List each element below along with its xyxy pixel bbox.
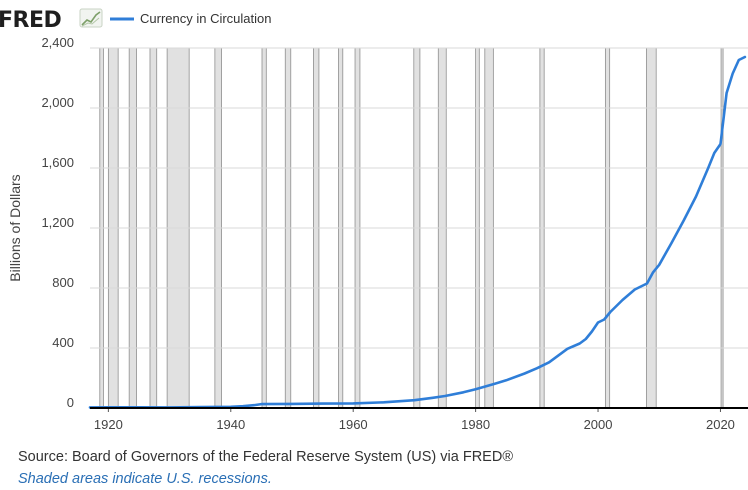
fred-graph-icon xyxy=(79,8,103,28)
x-tick-label-1940: 1940 xyxy=(216,417,245,432)
series-layer xyxy=(88,55,747,409)
x-tick-label-1960: 1960 xyxy=(339,417,368,432)
y-axis-ticks: 0 400 800 1,200 1,600 2,000 2,400 xyxy=(41,35,74,410)
recession-note[interactable]: Shaded areas indicate U.S. recessions. xyxy=(18,471,272,487)
series-line-0[interactable] xyxy=(88,55,747,409)
y-tick-label-0: 0 xyxy=(67,395,74,410)
x-tick-label-1920: 1920 xyxy=(94,417,123,432)
y-tick-label-1200: 1,200 xyxy=(41,215,74,230)
x-axis-ticks: 1920 1940 1960 1980 2000 2020 xyxy=(94,408,735,432)
y-tick-label-400: 400 xyxy=(52,335,74,350)
fred-logo[interactable]: FRED xyxy=(0,8,103,33)
y-tick-label-1600: 1,600 xyxy=(41,155,74,170)
y-tick-label-800: 800 xyxy=(52,275,74,290)
y-axis-title: Billions of Dollars xyxy=(7,174,23,281)
x-tick-label-2000: 2000 xyxy=(584,417,613,432)
y-tick-label-2000: 2,000 xyxy=(41,95,74,110)
legend[interactable]: Currency in Circulation xyxy=(110,11,272,26)
x-tick-label-1980: 1980 xyxy=(461,417,490,432)
x-tick-label-2020: 2020 xyxy=(706,417,735,432)
source-note: Source: Board of Governors of the Federa… xyxy=(18,449,514,465)
legend-label: Currency in Circulation xyxy=(140,11,272,26)
fred-logo-text: FRED xyxy=(0,8,61,33)
y-tick-label-2400: 2,400 xyxy=(41,35,74,50)
